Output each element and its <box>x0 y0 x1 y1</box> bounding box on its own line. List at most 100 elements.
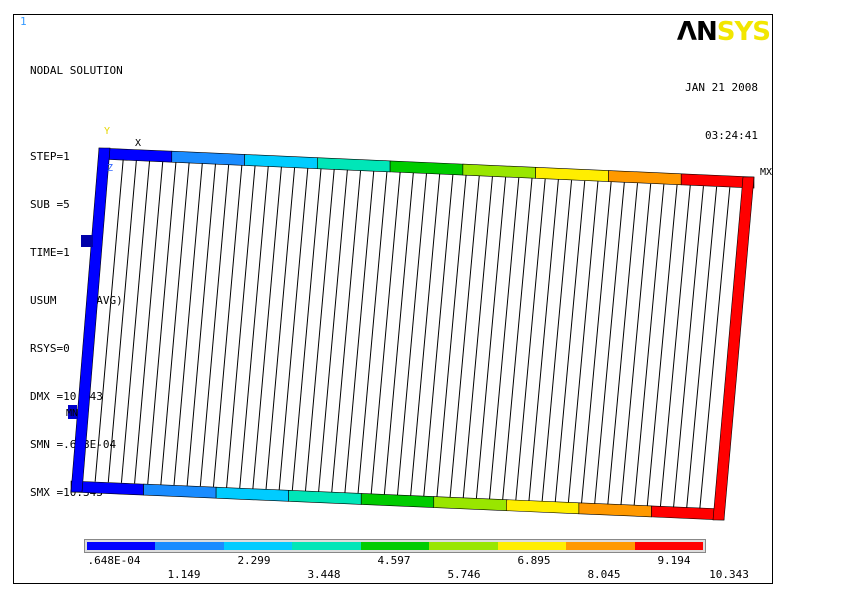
vertical-member <box>659 185 691 507</box>
vertical-member <box>436 175 467 497</box>
legend-label-top-3: 6.895 <box>517 554 551 567</box>
info-time: TIME=1 <box>30 246 70 259</box>
info-sub: SUB =5 <box>30 198 70 211</box>
top-chord-segment-3 <box>317 157 391 173</box>
vertical-member <box>160 162 190 485</box>
vertical-member <box>383 172 414 495</box>
vertical-member <box>502 178 533 500</box>
left-post <box>70 147 111 493</box>
legend-swatch-1 <box>155 542 224 550</box>
vertical-member <box>528 179 559 501</box>
info-step: STEP=1 <box>30 150 70 163</box>
vertical-member <box>199 164 230 487</box>
support-node <box>81 235 93 247</box>
top-chord-segment-7 <box>608 170 682 186</box>
top-chord-segment-1 <box>171 150 245 166</box>
vertical-member <box>186 163 216 486</box>
vertical-member <box>699 187 731 509</box>
legend-swatch-7 <box>566 542 635 550</box>
vertical-member <box>620 183 652 505</box>
top-chord-segment-8 <box>680 173 755 189</box>
bottom-chord-segment-1 <box>143 483 217 499</box>
legend-swatch-0 <box>87 542 156 550</box>
bottom-chord-segment-3 <box>288 490 362 505</box>
info-smn: SMN =.648E-04 <box>30 438 117 451</box>
interior-members <box>94 159 731 509</box>
vertical-member <box>147 161 177 484</box>
legend-label-bottom-4: 10.343 <box>709 568 749 581</box>
coordinate-triad: Y X Z <box>104 126 141 174</box>
vertical-member <box>318 169 348 492</box>
min-marker-box <box>68 405 77 419</box>
legend-swatch-8 <box>634 542 703 550</box>
legend-color-bar <box>84 539 706 553</box>
graphics-viewport[interactable]: 1 NODAL SOLUTION STEP=1 SUB =5 TIME=1 US… <box>13 14 773 584</box>
window-number: 1 <box>20 15 27 28</box>
vertical-member <box>357 171 388 494</box>
legend-label-top-1: 2.299 <box>237 554 271 567</box>
max-marker: MX <box>760 167 772 178</box>
legend-swatch-3 <box>292 542 361 550</box>
vertical-member <box>278 168 309 490</box>
top-chord-segment-4 <box>389 160 464 176</box>
vertical-member <box>581 181 612 504</box>
vertical-member <box>173 163 203 486</box>
vertical-member <box>265 167 296 490</box>
vertical-member <box>541 180 573 502</box>
bottom-chord-segment-7 <box>578 502 652 518</box>
legend-swatch-2 <box>223 542 293 550</box>
vertical-member <box>410 174 441 496</box>
vertical-member <box>252 166 282 489</box>
vertical-member <box>462 176 493 498</box>
triad-z-label: Z <box>107 163 113 174</box>
legend-label-bottom-1: 3.448 <box>307 568 341 581</box>
legend-label-bottom-2: 5.746 <box>447 568 481 581</box>
vertical-member <box>239 166 269 489</box>
vertical-member <box>423 174 454 497</box>
vertical-member <box>304 169 335 491</box>
vertical-member <box>226 165 256 488</box>
vertical-member <box>594 182 625 504</box>
vertical-member <box>107 160 137 483</box>
vertical-member <box>134 161 164 484</box>
legend-label-top-4: 9.194 <box>657 554 691 567</box>
min-marker: MN <box>66 408 78 419</box>
vertical-member <box>633 184 665 506</box>
info-rsys: RSYS=0 <box>30 342 70 355</box>
vertical-member <box>567 181 599 503</box>
legend-label-bottom-0: 1.149 <box>167 568 201 581</box>
vertical-member <box>449 175 480 498</box>
bottom-chord-segment-5 <box>433 496 507 511</box>
vertical-member <box>331 170 362 493</box>
triad-x-label: X <box>135 138 141 149</box>
legend-swatch-5 <box>429 542 498 550</box>
bottom-chord-segment-4 <box>360 493 435 508</box>
solution-title: NODAL SOLUTION <box>30 64 123 77</box>
legend-swatch-6 <box>497 542 567 550</box>
triad-y-label: Y <box>104 126 110 137</box>
vertical-member <box>489 177 520 500</box>
legend-label-bottom-3: 8.045 <box>587 568 621 581</box>
ansys-logo: ΛNSYS <box>676 17 771 47</box>
vertical-member <box>344 171 375 493</box>
right-post <box>712 176 755 521</box>
legend-label-top-0: .648E-04 <box>87 554 141 567</box>
contour-plot: Y X Z MX MN <box>66 126 772 521</box>
vertical-member <box>120 160 151 483</box>
vertical-member <box>554 180 586 503</box>
vertical-member <box>646 184 678 507</box>
timestamp: JAN 21 2008 03:24:41 <box>685 48 758 176</box>
vertical-member <box>515 178 546 501</box>
frame-members <box>70 147 755 521</box>
vertical-member <box>370 172 401 494</box>
legend-swatch-4 <box>360 542 430 550</box>
bottom-chord-segment-2 <box>215 486 289 502</box>
top-chord-segment-6 <box>535 167 609 182</box>
vertical-member <box>673 186 704 508</box>
legend-label-top-2: 4.597 <box>377 554 411 567</box>
vertical-member <box>291 168 322 491</box>
vertical-member <box>607 183 638 505</box>
vertical-member <box>94 159 124 482</box>
date-label: JAN 21 2008 <box>685 81 758 94</box>
top-chord-segment-5 <box>462 163 536 179</box>
